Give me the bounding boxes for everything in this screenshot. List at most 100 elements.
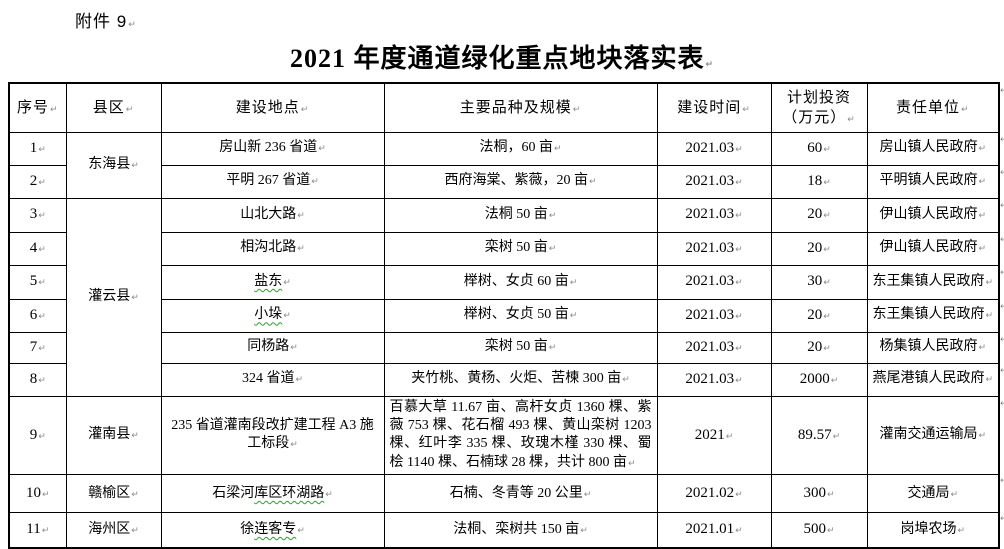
cell-investment: 30↵ (770, 264, 868, 300)
table-container: 序号↵ 县区↵ 建设地点↵ 主要品种及规模↵ 建设时间↵ 计划投资 （万元）↵ 责任单位↵ 1… (8, 82, 1000, 549)
cell-no: 5↵ (8, 264, 67, 300)
cell-text: 2021.03 (685, 206, 735, 223)
cell-text: 相沟北路 (240, 240, 297, 256)
cell-text: 燕尾港镇人民政府 (872, 371, 985, 387)
col-header-unit: 责任单位↵ (866, 82, 1000, 133)
cell-location: 324 省道↵ (160, 362, 385, 397)
paragraph-mark-icon: ↵ (318, 144, 326, 155)
row-end-mark-icon: ↵ (1000, 514, 1004, 524)
cell-no: 1↵ (8, 131, 67, 166)
cell-text: 60 (807, 139, 823, 156)
cell-species: 西府海棠、紫薇，20 亩↵ (383, 164, 658, 199)
paragraph-mark-icon: ↵ (572, 105, 582, 115)
cell-location: 盐东↵ (160, 264, 385, 300)
row-end-mark-icon: ↵ (1000, 268, 1004, 278)
page-title: 2021 年度通道绿化重点地块落实表↵ (0, 38, 1004, 75)
spellcheck-underline: 库区环湖路 (254, 485, 325, 501)
cell-investment: 89.57↵ (770, 395, 868, 476)
cell-no: 3↵ (8, 197, 67, 233)
cell-location: 同杨路↵ (160, 331, 385, 364)
paragraph-mark-icon: ↵ (735, 311, 743, 322)
paragraph-mark-icon: ↵ (290, 440, 298, 451)
cell-county: 灌南县↵ (65, 395, 162, 476)
cell-no: 6↵ (8, 298, 67, 333)
paragraph-mark-icon: ↵ (978, 177, 987, 188)
cell-text: 300 (803, 485, 826, 502)
paragraph-mark-icon: ↵ (735, 343, 743, 354)
cell-text: 同杨路 (247, 339, 290, 355)
cell-location: 石梁河库区环湖路↵ (160, 474, 385, 514)
paragraph-mark-icon: ↵ (290, 343, 298, 354)
paragraph-mark-icon: ↵ (847, 114, 856, 125)
paragraph-mark-icon: ↵ (283, 277, 291, 288)
table-header: 序号↵ 县区↵ 建设地点↵ 主要品种及规模↵ 建设时间↵ 计划投资 （万元）↵ 责任单位↵ (8, 82, 1000, 133)
cell-text: 20 (807, 306, 823, 323)
cell-investment: 300↵ (770, 474, 868, 514)
paragraph-mark-icon: ↵ (131, 292, 139, 303)
cell-no: 8↵ (8, 362, 67, 397)
paragraph-mark-icon: ↵ (823, 211, 831, 222)
cell-text: 2021.03 (685, 273, 735, 290)
cell-text: 东海县 (88, 156, 131, 172)
paragraph-mark-icon: ↵ (978, 431, 987, 442)
greening-table: 序号↵ 县区↵ 建设地点↵ 主要品种及规模↵ 建设时间↵ 计划投资 （万元）↵ 责任单位↵ 1… (8, 82, 1000, 549)
cell-investment: 18↵ (770, 164, 868, 199)
cell-text: 栾树 50 亩 (484, 240, 548, 256)
row-end-mark-icon: ↵ (1000, 86, 1004, 96)
cell-text: 500 (803, 521, 826, 538)
paragraph-mark-icon: ↵ (978, 343, 987, 354)
cell-text: 小垛 (254, 307, 282, 322)
spellcheck-underline: 连客专 (254, 522, 297, 538)
cell-text: 3 (29, 206, 38, 223)
cell-unit: 东王集镇人民政府↵ (866, 298, 1000, 333)
paragraph-mark-icon: ↵ (832, 431, 841, 442)
paragraph-mark-icon: ↵ (131, 160, 139, 171)
paragraph-mark-icon: ↵ (311, 177, 319, 188)
paragraph-mark-icon: ↵ (826, 490, 835, 501)
cell-text: 8 (29, 370, 38, 387)
col-header-investment: 计划投资 （万元）↵ (770, 82, 868, 133)
col-header-text: 建设时间 (677, 99, 742, 116)
paragraph-mark-icon: ↵ (960, 105, 970, 115)
paragraph-mark-icon: ↵ (823, 244, 831, 255)
cell-investment: 20↵ (770, 331, 868, 364)
cell-time: 2021.03↵ (656, 164, 772, 199)
paragraph-mark-icon: ↵ (548, 244, 557, 255)
row-end-mark-icon: ↵ (1000, 235, 1004, 245)
cell-text: 1 (29, 139, 38, 156)
col-header-time: 建设时间↵ (656, 82, 772, 133)
cell-location: 小垛↵ (160, 298, 385, 333)
cell-text: 20 (807, 239, 823, 256)
cell-unit: 交通局↵ (866, 474, 1000, 514)
cell-text: 房山镇人民政府 (879, 140, 978, 156)
attachment-label: 附件 9↵ (75, 7, 137, 32)
cell-location: 房山新 236 省道↵ (160, 131, 385, 166)
paragraph-mark-icon: ↵ (125, 105, 135, 115)
attachment-label-text: 附件 9 (75, 12, 128, 31)
cell-no: 2↵ (8, 164, 67, 199)
paragraph-mark-icon: ↵ (823, 177, 831, 188)
table-row: 1↵ 东海县↵ 房山新 236 省道↵ 法桐，60 亩↵ 2021.03↵ 60↵ 房山镇人… (8, 131, 1000, 199)
paragraph-mark-icon: ↵ (38, 343, 46, 354)
paragraph-mark-icon: ↵ (735, 526, 743, 537)
cell-investment: 20↵ (770, 231, 868, 266)
cell-text: 7 (29, 338, 38, 355)
row-end-mark-icon: ↵ (1000, 366, 1004, 376)
cell-text: 东王集镇人民政府 (872, 307, 985, 323)
cell-location: 相沟北路↵ (160, 231, 385, 266)
paragraph-mark-icon: ↵ (735, 278, 743, 289)
cell-text: 4 (29, 239, 38, 256)
cell-no: 10↵ (8, 474, 67, 514)
paragraph-mark-icon: ↵ (300, 105, 310, 115)
paragraph-mark-icon: ↵ (131, 526, 139, 537)
cell-text: 榉树、女贞 60 亩 (463, 273, 569, 289)
row-end-mark-icon: ↵ (1000, 335, 1004, 345)
cell-text: 杨集镇人民政府 (879, 339, 978, 355)
cell-unit: 杨集镇人民政府↵ (866, 331, 1000, 364)
cell-text: 2021.03 (685, 370, 735, 387)
table-body: 1↵ 东海县↵ 房山新 236 省道↵ 法桐，60 亩↵ 2021.03↵ 60↵ 房山镇人… (8, 131, 1000, 549)
cell-location: 山北大路↵ (160, 197, 385, 233)
table-row: 2↵ 平明 267 省道↵ 西府海棠、紫薇，20 亩↵ 2021.03↵ 18↵ 平明镇人… (8, 164, 1000, 199)
table-row: 10↵ 赣榆区↵ 石梁河库区环湖路↵ 石楠、冬青等 20 公里↵ 2021.02↵ 300… (8, 474, 1000, 514)
cell-time: 2021.03↵ (656, 131, 772, 166)
